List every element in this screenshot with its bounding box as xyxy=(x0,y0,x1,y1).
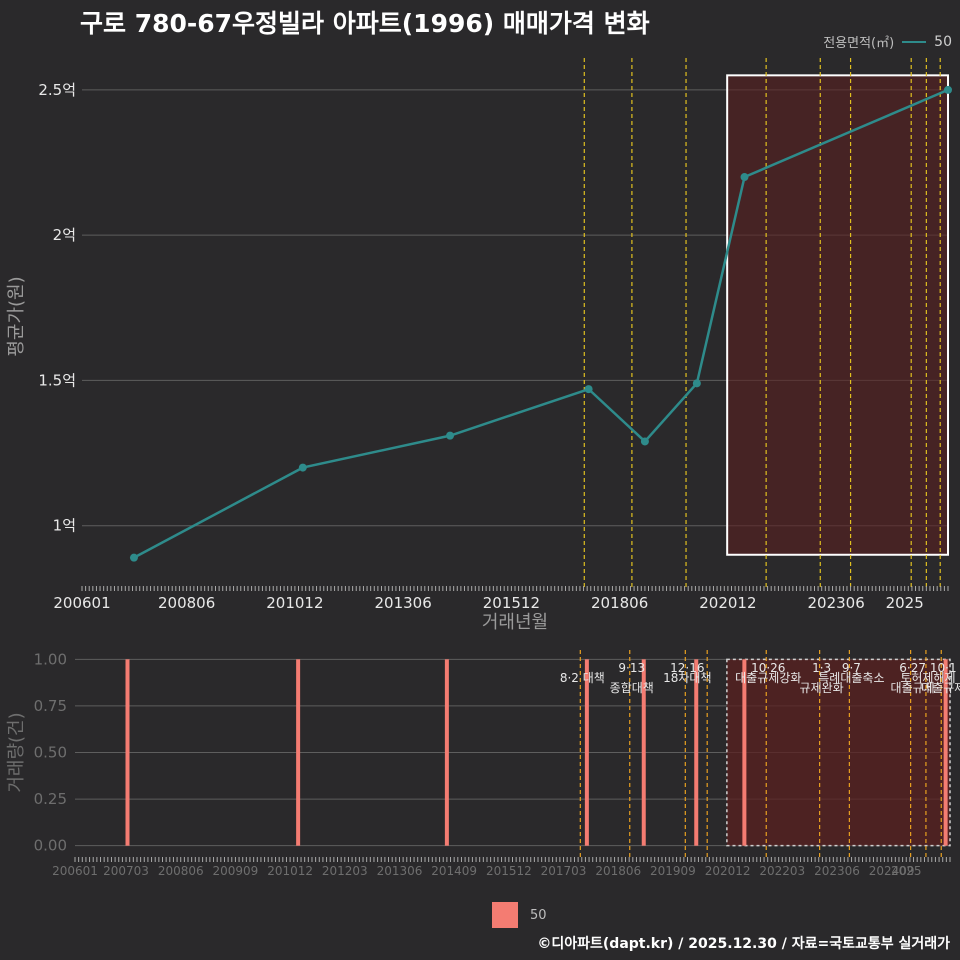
bar-y-axis-label: 거래량(건) xyxy=(6,712,27,792)
x-tick-label: 202306 xyxy=(808,594,865,612)
y-tick-label: 1억 xyxy=(53,517,76,535)
bar-x-tick-label: 201806 xyxy=(595,864,641,878)
volume-bar xyxy=(742,659,747,846)
bar-legend-label: 50 xyxy=(530,907,547,923)
bar-x-tick-label: 200806 xyxy=(158,864,204,878)
policy-date: 10·1 xyxy=(930,661,957,675)
chart-title: 구로 780-67우정빌라 아파트(1996) 매매가격 변화 xyxy=(80,9,650,38)
x-tick-label: 201306 xyxy=(375,594,432,612)
bar-x-tick-label: 200601 xyxy=(52,864,98,878)
bar-y-tick-label: 0.25 xyxy=(34,790,67,808)
policy-label: 대출규제 xyxy=(891,681,935,695)
policy-date: 9·7 xyxy=(842,661,861,675)
bar-legend: 50 xyxy=(492,902,547,928)
y-tick-label: 2.5억 xyxy=(38,81,76,99)
price-point xyxy=(129,553,138,562)
bar-x-tick-label: 201703 xyxy=(541,864,587,878)
policy-date: 9·13 xyxy=(618,661,645,675)
bar-x-tick-label: 201203 xyxy=(322,864,368,878)
policy-date: 10·26 xyxy=(751,661,785,675)
x-tick-label: 202012 xyxy=(699,594,756,612)
x-axis-label: 거래년월 xyxy=(482,612,548,633)
bar-x-tick-label: 202306 xyxy=(814,864,860,878)
policy-label: 특례대출축소 xyxy=(818,671,884,685)
bar-x-tick-label: 201306 xyxy=(377,864,423,878)
policy-label: 대출규제강화 xyxy=(735,671,801,685)
bar-x-tick-label: 202012 xyxy=(705,864,751,878)
price-point xyxy=(640,437,649,446)
bar-x-tick-label: 201909 xyxy=(650,864,696,878)
bar-x-tick-label: 200703 xyxy=(103,864,149,878)
highlight-box xyxy=(726,74,949,556)
policy-date: 6·27 xyxy=(899,661,926,675)
volume-bar xyxy=(125,659,130,846)
legend-line-swatch xyxy=(902,40,927,43)
y-tick-label: 2억 xyxy=(53,226,76,244)
bar-y-tick-label: 0.50 xyxy=(34,744,67,762)
price-point xyxy=(298,463,307,472)
x-tick-label: 201012 xyxy=(266,594,323,612)
bar-x-tick-label: 201012 xyxy=(267,864,313,878)
volume-bar xyxy=(584,659,589,846)
bar-x-tick-label: 200909 xyxy=(213,864,259,878)
x-tick-label: 2025 xyxy=(886,594,924,612)
x-tick-label: 200806 xyxy=(158,594,215,612)
legend-title: 전용면적(㎡) xyxy=(823,36,895,51)
bar-x-tick-label: 202203 xyxy=(759,864,805,878)
bar-highlight-box xyxy=(726,658,951,847)
bar-x-tick-label: 2025 xyxy=(891,864,922,878)
x-tick-label: 200601 xyxy=(53,594,110,612)
bar-x-tick-label: 201512 xyxy=(486,864,532,878)
volume-bar xyxy=(943,659,948,846)
policy-label: 종합대책 xyxy=(610,680,654,695)
volume-bar xyxy=(296,659,301,846)
policy-label: 규제완화 xyxy=(800,681,844,695)
policy-label: 18차대책 xyxy=(663,670,711,685)
bar-y-tick-label: 0.00 xyxy=(34,837,67,855)
price-point xyxy=(446,431,455,440)
policy-date: 1·3 xyxy=(812,661,831,675)
price-point xyxy=(740,173,749,182)
y-tick-label: 1.5억 xyxy=(38,371,76,389)
policy-label: 대출규제 xyxy=(921,681,960,695)
bar-legend-swatch xyxy=(492,902,518,928)
price-point xyxy=(584,385,593,394)
legend: 전용면적(㎡) 50 xyxy=(823,32,952,52)
price-series-line xyxy=(133,88,949,559)
volume-bar xyxy=(641,659,646,846)
policy-date: 12·16 xyxy=(670,661,704,675)
footer-credit: ©디아파트(dapt.kr) / 2025.12.30 / 자료=국토교통부 실… xyxy=(537,936,950,952)
x-tick-label: 201512 xyxy=(483,594,540,612)
price-point xyxy=(692,379,701,388)
volume-bar xyxy=(694,659,699,846)
bar-x-tick-label: 202409 xyxy=(869,864,915,878)
x-tick-label: 201806 xyxy=(591,594,648,612)
price-point xyxy=(944,85,952,94)
policy-label: 8·2 대책 xyxy=(560,670,605,685)
bar-y-tick-label: 0.75 xyxy=(34,697,67,715)
bar-y-tick-label: 1.00 xyxy=(34,650,67,668)
y-axis-label: 평균가(원) xyxy=(6,276,27,356)
bar-x-tick-label: 201409 xyxy=(431,864,477,878)
volume-bar xyxy=(444,659,449,846)
legend-series-label: 50 xyxy=(934,33,952,50)
